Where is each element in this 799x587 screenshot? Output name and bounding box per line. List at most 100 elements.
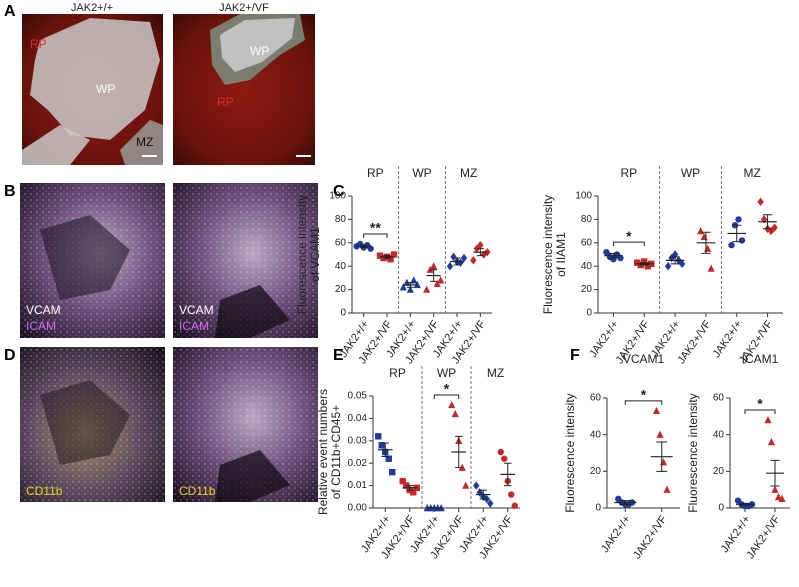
dot-plot: 0 20 40 60 80 100 Fluorescence intensity of VCA… — [295, 166, 492, 366]
y-tick-label: 80 — [335, 214, 347, 225]
panel-letter: B — [4, 183, 16, 200]
stain-label: ICAM — [26, 319, 56, 333]
data-point — [410, 489, 417, 496]
data-point — [410, 276, 418, 284]
y-tick-label: 40 — [335, 261, 347, 272]
y-tick-label: 100 — [575, 191, 592, 202]
data-point — [757, 197, 764, 207]
data-point — [760, 215, 768, 224]
y-tick-label: 60 — [713, 393, 725, 404]
data-point — [406, 285, 414, 293]
wp-region — [220, 18, 295, 72]
data-point — [470, 256, 477, 265]
data-point — [678, 259, 686, 269]
data-point — [378, 442, 385, 449]
group-label: WP — [681, 166, 700, 180]
stain-label: VCAM — [26, 303, 61, 317]
data-point — [663, 485, 671, 493]
significance-bracket — [624, 400, 663, 405]
data-point — [738, 237, 746, 244]
data-point — [460, 253, 468, 263]
data-point — [656, 430, 664, 438]
y-tick-label: 60 — [590, 393, 602, 404]
mz-region — [120, 120, 163, 165]
data-point — [704, 244, 712, 252]
data-point — [603, 248, 610, 256]
shadow — [215, 450, 290, 502]
data-point — [767, 438, 776, 446]
y-tick-label: 0 — [340, 308, 346, 319]
significance-label: ** — [370, 220, 381, 236]
panel-letter: A — [4, 3, 16, 20]
region-label: MZ — [136, 135, 153, 149]
error-bar — [701, 231, 711, 254]
data-point — [446, 262, 454, 271]
y-axis-label: Relative event numbers — [316, 389, 330, 515]
data-point — [728, 241, 735, 249]
column-header: JAK2+/VF — [219, 2, 269, 14]
error-bar — [383, 255, 391, 259]
data-point — [389, 468, 396, 476]
region-label: RP — [217, 95, 234, 109]
group-label: RP — [367, 166, 384, 180]
y-tick-label: 0.04 — [348, 413, 368, 424]
y-tick-label: 0 — [586, 308, 592, 319]
x-tick-label: JAK2+/VF — [631, 513, 670, 561]
region-label: WP — [96, 82, 115, 96]
data-point — [399, 477, 406, 485]
data-point — [497, 448, 504, 456]
error-bar — [619, 500, 631, 505]
significance-label: * — [641, 387, 647, 403]
data-point — [376, 252, 384, 259]
y-tick-label: 0.05 — [348, 391, 368, 402]
error-bar — [360, 244, 368, 248]
error-bar — [740, 502, 750, 506]
column-header: JAK2+/+ — [71, 2, 113, 14]
stain-label: VCAM — [179, 303, 214, 317]
y-axis-label: Fluorescence intensity — [563, 393, 577, 512]
data-point — [664, 262, 672, 271]
data-point — [462, 481, 470, 489]
data-point — [697, 227, 705, 235]
panel-a: A JAK2+/+ JAK2+/VF RP WP MZ WP RP — [4, 2, 315, 165]
error-bar — [455, 435, 463, 469]
error-bar — [430, 269, 438, 282]
dot-plot: 0 20 40 60 Fluorescence intensity VCAM1 * JAK2+… — [563, 352, 680, 561]
data-point — [771, 223, 778, 232]
significance-bracket — [612, 241, 645, 247]
region-label: RP — [30, 37, 47, 51]
data-point — [771, 485, 779, 493]
data-point — [501, 455, 508, 462]
y-tick-label: 0 — [595, 503, 601, 514]
significance-label: * — [757, 396, 763, 412]
error-bar — [453, 257, 461, 266]
significance-bracket — [433, 394, 460, 399]
data-point — [707, 264, 715, 272]
data-point — [634, 259, 641, 266]
error-bar — [670, 256, 680, 265]
panel-letter: C — [333, 183, 345, 200]
data-point — [437, 276, 445, 284]
y-tick-label: 0.02 — [348, 458, 368, 469]
panel-b: B VCAM ICAM VCAM ICAM — [4, 183, 318, 338]
dot-plot: 0.00 0.01 0.02 0.03 0.04 0.05 Relative event n… — [316, 366, 520, 561]
y-tick-label: 0.01 — [348, 480, 368, 491]
group-label: MZ — [744, 166, 761, 180]
error-bar — [639, 262, 649, 266]
y-tick-label: 0.03 — [348, 435, 368, 446]
y-tick-label: 0.00 — [348, 503, 368, 514]
data-point — [652, 406, 661, 415]
panel-d: D CD11b CD11b — [4, 347, 318, 502]
data-point — [430, 262, 438, 270]
shadow — [40, 380, 130, 465]
data-point — [390, 251, 398, 258]
group-label: RP — [389, 366, 406, 380]
wp-region — [30, 18, 160, 140]
panel-letter: E — [333, 347, 344, 364]
significance-label: * — [444, 381, 450, 397]
group-label: WP — [437, 366, 456, 380]
significance-bracket — [363, 233, 388, 238]
data-point — [508, 491, 515, 498]
y-axis-label: Fluorescence intensity — [541, 195, 555, 314]
